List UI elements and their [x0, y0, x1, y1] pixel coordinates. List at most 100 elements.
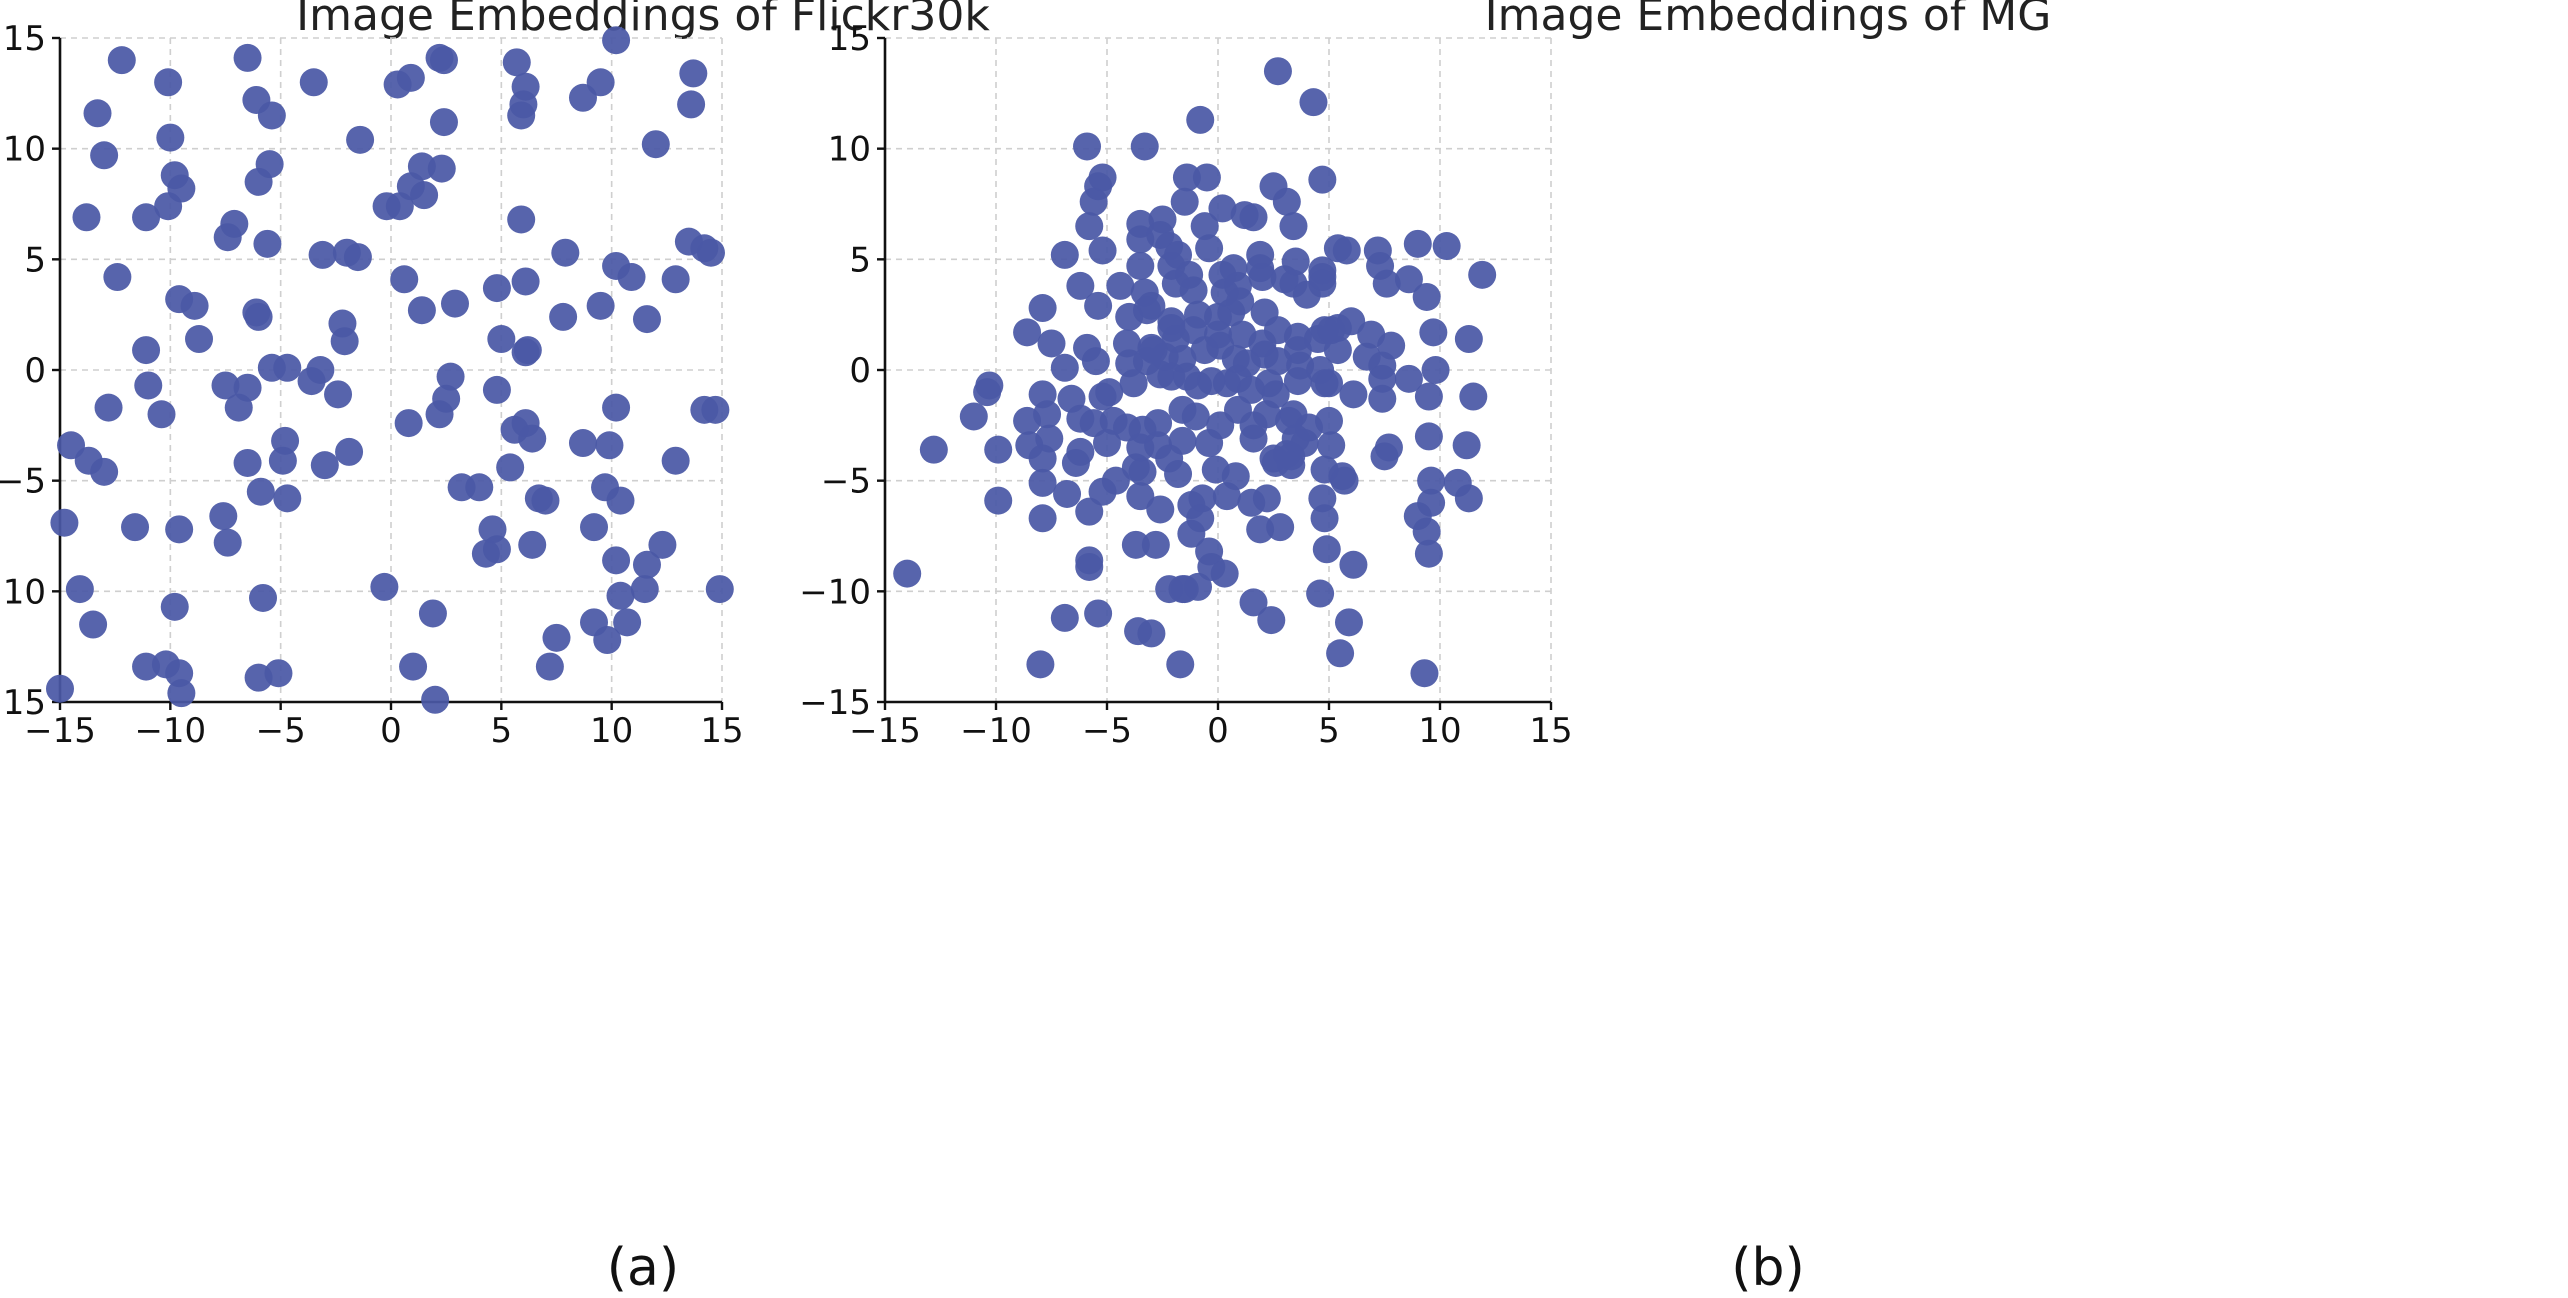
scatter-point — [132, 336, 161, 365]
scatter-point — [1026, 650, 1055, 679]
scatter-point — [335, 437, 364, 466]
scatter-point — [984, 435, 1013, 464]
scatter-point — [513, 336, 542, 365]
scatter-point — [1239, 424, 1268, 453]
scatter-point — [1073, 132, 1102, 161]
y-tick-label: −5 — [0, 462, 46, 502]
scatter-point — [1421, 356, 1450, 384]
scatter-point — [487, 325, 516, 354]
scatter-point — [518, 424, 547, 453]
scatter-point — [1075, 497, 1104, 526]
scatter-point — [308, 240, 337, 269]
scatter-point — [50, 508, 79, 537]
scatter-point — [549, 302, 578, 331]
scatter-point — [1050, 240, 1079, 269]
scatter-point — [79, 610, 108, 639]
scatter-point — [705, 575, 734, 604]
scatter-point — [107, 46, 136, 75]
scatter-point — [310, 451, 339, 480]
scatter-point — [83, 99, 112, 128]
scatter-point — [427, 154, 456, 183]
scatter-point — [299, 68, 328, 97]
scatter-points — [46, 26, 734, 714]
scatter-point — [984, 486, 1013, 515]
x-tick-label: −15 — [24, 711, 96, 751]
scatter-point — [1181, 402, 1210, 431]
scatter-point — [1419, 318, 1448, 347]
y-tick-label: 15 — [3, 19, 46, 59]
scatter-point — [1468, 260, 1497, 289]
scatter-point — [496, 453, 525, 482]
scatter-point — [1088, 236, 1117, 265]
scatter-point — [1170, 187, 1199, 216]
scatter-point — [121, 513, 150, 542]
scatter-point — [253, 229, 282, 258]
scatter-point — [1272, 187, 1301, 216]
scatter-point — [1084, 291, 1113, 320]
scatter-point — [1339, 380, 1368, 409]
scatter-point — [1075, 212, 1104, 241]
x-tick-label: −10 — [960, 711, 1032, 751]
scatter-point — [471, 539, 500, 568]
tick-labels: −15 −10 −5 0 5 10 15 −15 −10 −5 0 5 10 15 — [799, 19, 1572, 751]
scatter-point — [1190, 336, 1219, 365]
x-tick-label: 0 — [380, 711, 402, 751]
scatter-point — [1146, 495, 1175, 524]
scatter-point — [1028, 444, 1057, 473]
scatter-point — [396, 63, 425, 92]
y-tick-label: 15 — [828, 19, 871, 59]
scatter-point — [677, 90, 706, 119]
scatter-point — [1195, 429, 1224, 458]
y-tick-label: 10 — [3, 130, 46, 170]
scatter-point — [1315, 369, 1343, 398]
scatter-point — [1394, 364, 1423, 393]
scatter-point — [551, 238, 580, 267]
scatter-point — [1252, 484, 1281, 513]
scatter-point — [613, 608, 642, 637]
scatter-point — [617, 263, 646, 292]
panel-label-b: (b) — [1731, 1238, 1805, 1298]
scatter-point — [632, 305, 661, 334]
scatter-point — [1137, 619, 1166, 648]
y-tick-label: −10 — [799, 572, 871, 612]
scatter-point — [180, 291, 209, 320]
scatter-point — [518, 530, 547, 559]
scatter-point — [602, 546, 631, 575]
scatter-point — [440, 289, 469, 318]
scatter-point — [160, 592, 189, 621]
scatter-points — [893, 57, 1497, 688]
scatter-point — [1263, 57, 1292, 86]
scatter-point — [233, 448, 262, 477]
scatter-point — [1310, 504, 1339, 533]
scatter-point — [1115, 302, 1144, 331]
scatter-point — [1368, 384, 1397, 413]
scatter-point — [630, 575, 659, 604]
scatter-point — [1195, 234, 1224, 263]
scatter-point — [297, 367, 326, 396]
scatter-point — [482, 274, 511, 303]
scatter-point — [244, 302, 273, 331]
scatter-point — [531, 486, 560, 515]
scatter-point — [1315, 406, 1343, 435]
scatter-point — [661, 265, 690, 294]
scatter-point — [1372, 269, 1401, 298]
scatter-point — [72, 203, 101, 232]
scatter-point — [1334, 608, 1363, 637]
scatter-point — [154, 192, 183, 221]
scatter-point — [103, 263, 132, 292]
scatter-point — [421, 685, 450, 714]
scatter-point — [648, 530, 677, 559]
scatter-point — [1239, 588, 1268, 617]
scatter-point — [1226, 287, 1255, 316]
scatter-point — [185, 325, 214, 354]
scatter-point — [1128, 457, 1157, 486]
scatter-point — [511, 267, 540, 296]
scatter-point — [429, 46, 458, 75]
y-tick-label: −5 — [821, 462, 871, 502]
scatter-point — [233, 373, 262, 402]
scatter-point — [1186, 105, 1215, 134]
scatter-point — [324, 380, 353, 409]
scatter-point — [1306, 579, 1335, 608]
panel-mg: Image Embeddings of MG −15 −10 −5 0 5 10 15−15… — [799, 0, 2051, 1298]
scatter-point — [1452, 431, 1481, 460]
